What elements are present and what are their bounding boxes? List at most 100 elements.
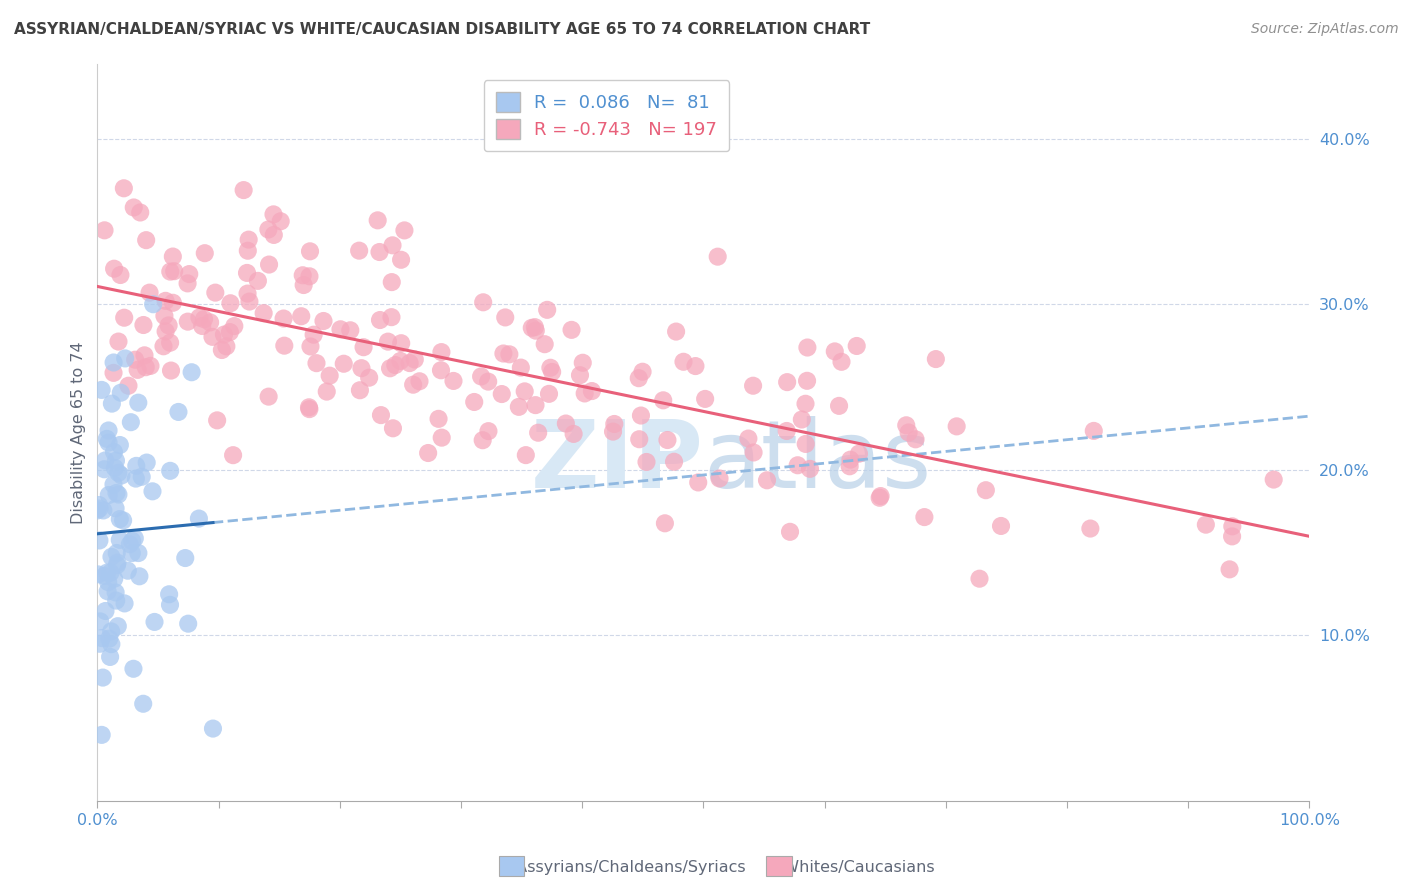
Point (292, 278, 315, 293)
Point (298, 269, 321, 284)
Point (828, 399, 851, 413)
Point (105, 546, 128, 560)
Point (533, 337, 555, 351)
Point (135, 233, 157, 247)
Point (257, 222, 280, 236)
Point (1219, 562, 1241, 576)
Point (381, 275, 404, 289)
Point (1220, 529, 1243, 543)
Point (381, 238, 404, 252)
Point (112, 513, 135, 527)
Point (904, 432, 927, 446)
Point (236, 244, 259, 258)
Point (794, 397, 817, 411)
Point (124, 352, 146, 367)
Point (492, 346, 515, 360)
Point (91, 671, 114, 685)
Point (665, 325, 688, 339)
Point (159, 598, 181, 612)
Point (1080, 522, 1102, 536)
Point (527, 425, 550, 440)
Point (105, 593, 128, 607)
Point (796, 341, 818, 355)
Point (270, 214, 292, 228)
Point (125, 458, 148, 473)
Point (93, 569, 115, 583)
Point (603, 417, 626, 431)
Point (430, 363, 453, 377)
Point (302, 327, 325, 342)
Point (1263, 473, 1285, 487)
Point (87, 567, 110, 582)
Point (103, 572, 125, 586)
Point (110, 385, 132, 400)
Point (353, 340, 375, 354)
Point (430, 431, 453, 445)
Point (163, 264, 186, 278)
Point (246, 274, 269, 288)
Point (104, 453, 127, 467)
Point (869, 489, 891, 503)
Point (93, 223, 115, 237)
Point (257, 390, 280, 404)
Point (367, 213, 389, 227)
Point (839, 452, 862, 467)
Point (969, 572, 991, 586)
Point (368, 313, 391, 327)
Point (219, 325, 242, 339)
Point (312, 314, 335, 328)
Point (418, 446, 440, 460)
Text: ZIP: ZIP (530, 416, 703, 508)
Point (305, 356, 328, 370)
Point (524, 324, 547, 338)
Point (127, 546, 149, 560)
Point (100, 549, 122, 564)
Point (974, 483, 997, 498)
Point (541, 365, 564, 379)
Point (471, 434, 494, 448)
Point (790, 412, 813, 426)
Point (100, 624, 122, 639)
Point (359, 370, 381, 384)
Point (187, 511, 209, 525)
Point (135, 360, 157, 375)
Point (127, 363, 149, 377)
Point (298, 401, 321, 415)
Point (122, 201, 145, 215)
Point (491, 387, 513, 401)
Point (737, 432, 759, 446)
Point (211, 343, 233, 357)
Point (291, 268, 314, 283)
Point (347, 244, 370, 258)
Point (191, 318, 214, 333)
Point (131, 470, 153, 484)
Point (238, 233, 260, 247)
Point (104, 461, 127, 475)
Point (581, 384, 603, 398)
Point (799, 462, 821, 476)
Text: Whites/Caucasians: Whites/Caucasians (773, 860, 935, 874)
Point (104, 501, 127, 516)
Point (188, 310, 211, 325)
Point (869, 491, 891, 505)
Point (114, 351, 136, 366)
Point (155, 293, 177, 308)
Point (134, 348, 156, 362)
Point (105, 486, 128, 500)
Point (104, 585, 127, 599)
Point (463, 395, 485, 409)
Point (838, 459, 860, 474)
Point (97, 435, 120, 450)
Point (142, 297, 165, 311)
Point (107, 487, 129, 501)
Point (107, 334, 129, 349)
Point (236, 286, 259, 301)
Point (90, 383, 112, 397)
Point (90, 631, 112, 645)
Point (561, 323, 583, 337)
Point (121, 533, 143, 548)
Point (672, 355, 695, 369)
Point (472, 295, 495, 310)
Point (848, 447, 870, 461)
Point (339, 323, 361, 337)
